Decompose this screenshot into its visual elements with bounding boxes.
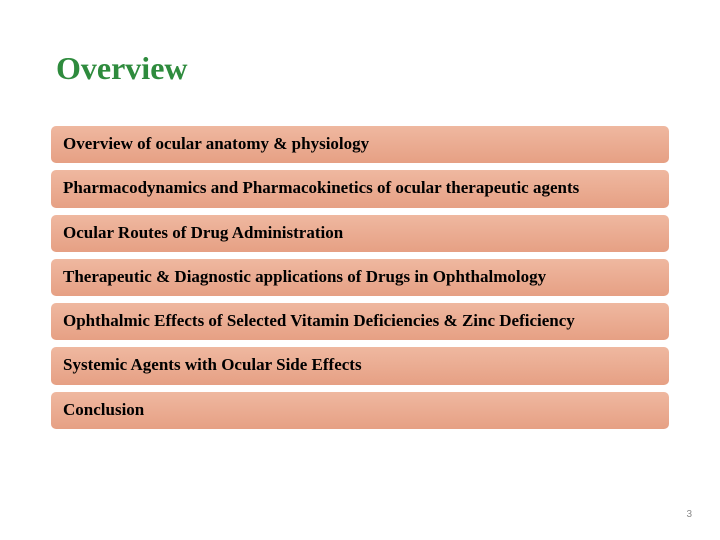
slide-title: Overview (56, 50, 670, 87)
list-item: Ophthalmic Effects of Selected Vitamin D… (50, 302, 670, 341)
slide: Overview Overview of ocular anatomy & ph… (0, 0, 720, 540)
list-item-label: Overview of ocular anatomy & physiology (63, 134, 369, 153)
list-item-label: Conclusion (63, 400, 144, 419)
list-item: Systemic Agents with Ocular Side Effects (50, 346, 670, 385)
list-item-label: Ophthalmic Effects of Selected Vitamin D… (63, 311, 575, 330)
list-item-label: Pharmacodynamics and Pharmacokinetics of… (63, 178, 579, 197)
list-item: Conclusion (50, 391, 670, 430)
list-item-label: Therapeutic & Diagnostic applications of… (63, 267, 546, 286)
list-item: Overview of ocular anatomy & physiology (50, 125, 670, 164)
list-item-label: Systemic Agents with Ocular Side Effects (63, 355, 362, 374)
list-item: Therapeutic & Diagnostic applications of… (50, 258, 670, 297)
list-item-label: Ocular Routes of Drug Administration (63, 223, 343, 242)
list-item: Pharmacodynamics and Pharmacokinetics of… (50, 169, 670, 208)
list-item: Ocular Routes of Drug Administration (50, 214, 670, 253)
page-number: 3 (686, 509, 692, 520)
overview-list: Overview of ocular anatomy & physiology … (50, 125, 670, 430)
